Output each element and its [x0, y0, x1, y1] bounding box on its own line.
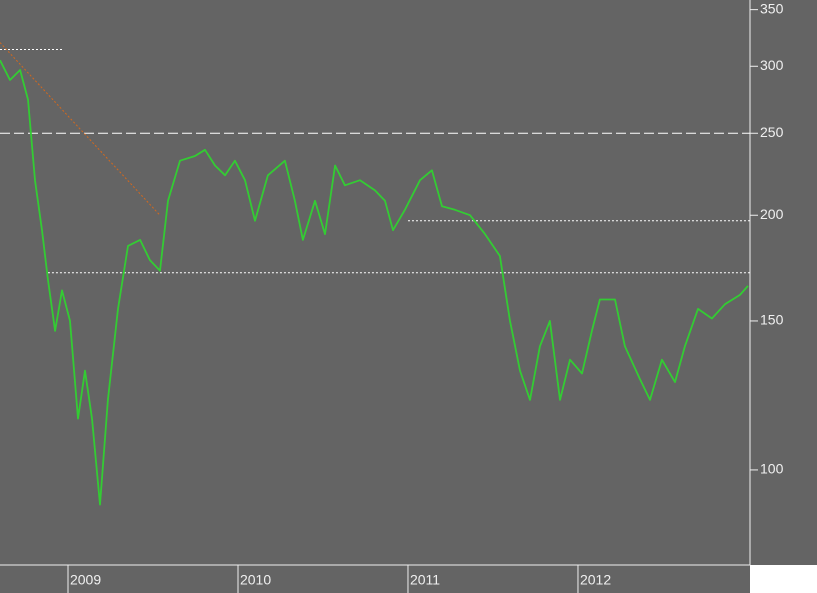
trend-line	[0, 42, 161, 216]
x-tick-label: 2009	[70, 572, 101, 588]
corner	[750, 565, 817, 593]
x-tick-label: 2010	[240, 572, 271, 588]
y-tick-label: 350	[760, 0, 784, 16]
y-tick-label: 100	[760, 461, 784, 477]
y-tick-label: 250	[760, 124, 784, 140]
y-tick-label: 300	[760, 57, 784, 73]
price-line	[0, 59, 749, 506]
y-tick-label: 200	[760, 206, 784, 222]
x-tick-label: 2012	[580, 572, 611, 588]
x-tick-label: 2011	[410, 572, 440, 588]
y-tick-label: 150	[760, 312, 784, 328]
